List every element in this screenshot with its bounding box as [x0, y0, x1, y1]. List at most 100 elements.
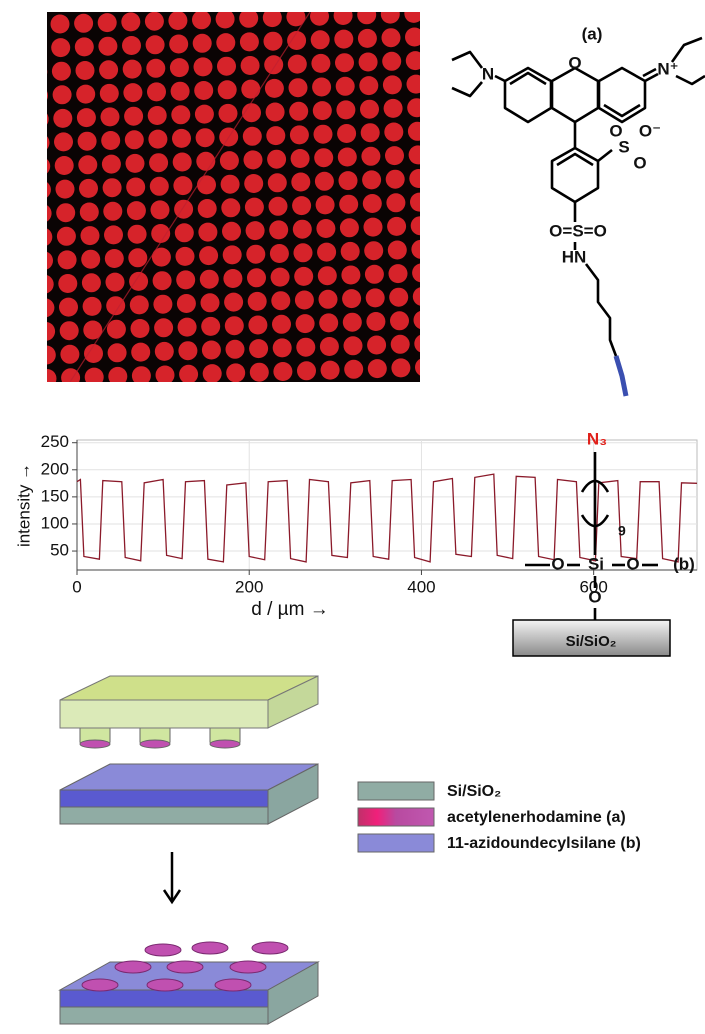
y-axis-label: intensity →: [14, 463, 33, 547]
dot: [154, 318, 173, 337]
stamp: [60, 676, 318, 748]
stamp-front: [60, 700, 268, 728]
dot: [27, 15, 46, 34]
dot: [286, 0, 305, 3]
dot: [266, 126, 285, 145]
dot: [219, 104, 238, 123]
dot: [58, 274, 77, 293]
dot: [367, 336, 386, 355]
ink: [140, 740, 170, 748]
dot: [243, 127, 262, 146]
dot: [290, 125, 309, 144]
dot: [221, 175, 240, 194]
dot: [368, 359, 387, 378]
dot: [85, 391, 104, 410]
ring: [505, 68, 551, 122]
dot: [407, 98, 426, 117]
dot: [339, 171, 358, 190]
dot: [109, 391, 128, 410]
atom: O: [588, 587, 601, 606]
dot: [57, 227, 76, 246]
dot: [408, 122, 427, 141]
atom: O: [568, 53, 581, 72]
dot: [296, 314, 315, 333]
dot: [174, 200, 193, 219]
dot: [99, 60, 118, 79]
dot: [250, 363, 269, 382]
dot: [223, 245, 242, 264]
dot: [362, 170, 381, 189]
dot: [73, 0, 92, 9]
legend-swatch: [358, 782, 434, 800]
dot: [298, 385, 317, 404]
ring: [599, 68, 645, 122]
dot: [312, 78, 331, 97]
x-tick-label: 400: [407, 577, 435, 596]
dot: [294, 267, 313, 286]
dot: [131, 319, 150, 338]
dot: [37, 346, 56, 365]
y-tick-label: 200: [41, 459, 69, 478]
dot: [148, 130, 167, 149]
atom: O=S=O: [549, 221, 607, 240]
dot: [251, 386, 270, 405]
dot: [145, 12, 164, 31]
dot: [56, 203, 75, 222]
dot: [248, 292, 267, 311]
dot: [227, 387, 246, 406]
dot: [175, 223, 194, 242]
dot: [221, 198, 240, 217]
dot: [271, 268, 290, 287]
dot: [316, 219, 335, 238]
dot: [293, 220, 312, 239]
dot: [203, 388, 222, 407]
dot: [194, 81, 213, 100]
x-axis-label: d / µm →: [251, 599, 328, 620]
dot: [320, 337, 339, 356]
dot: [383, 75, 402, 94]
dot: [179, 365, 198, 384]
dot: [125, 130, 144, 149]
dot: [381, 5, 400, 24]
dot: [318, 266, 337, 285]
dot: [361, 147, 380, 166]
atom: O: [626, 554, 639, 573]
dot: [432, 145, 451, 164]
dot: [129, 272, 148, 291]
dot: [315, 172, 334, 191]
atom: N⁺: [657, 59, 678, 78]
dot: [148, 106, 167, 125]
dot: [386, 170, 405, 189]
dot: [198, 223, 217, 242]
dot: [432, 121, 451, 140]
dot: [28, 62, 47, 81]
dot: [338, 148, 357, 167]
dot: [388, 241, 407, 260]
dot: [29, 86, 48, 105]
dot: [149, 153, 168, 172]
dot: [107, 320, 126, 339]
dot: [296, 338, 315, 357]
dot: [241, 80, 260, 99]
dot: [98, 37, 117, 56]
dot: [35, 298, 54, 317]
atom: S: [618, 137, 629, 156]
structure-a: (a) N O N⁺ O S O⁻ O O=S=O HN: [452, 24, 705, 396]
atom: HN: [562, 247, 587, 266]
dot: [273, 338, 292, 357]
dot: [389, 264, 408, 283]
dot: [168, 0, 187, 6]
atom: O: [551, 554, 564, 573]
dot: [239, 0, 258, 4]
y-tick-label: 150: [41, 486, 69, 505]
label: (a): [582, 24, 603, 43]
dot: [36, 322, 55, 341]
dot: [385, 146, 404, 165]
dot: [81, 226, 100, 245]
dot: [361, 123, 380, 142]
dot: [34, 251, 53, 270]
dot: [191, 0, 210, 6]
plot-frame: [77, 440, 697, 570]
dot: [171, 105, 190, 124]
dot: [340, 218, 359, 237]
